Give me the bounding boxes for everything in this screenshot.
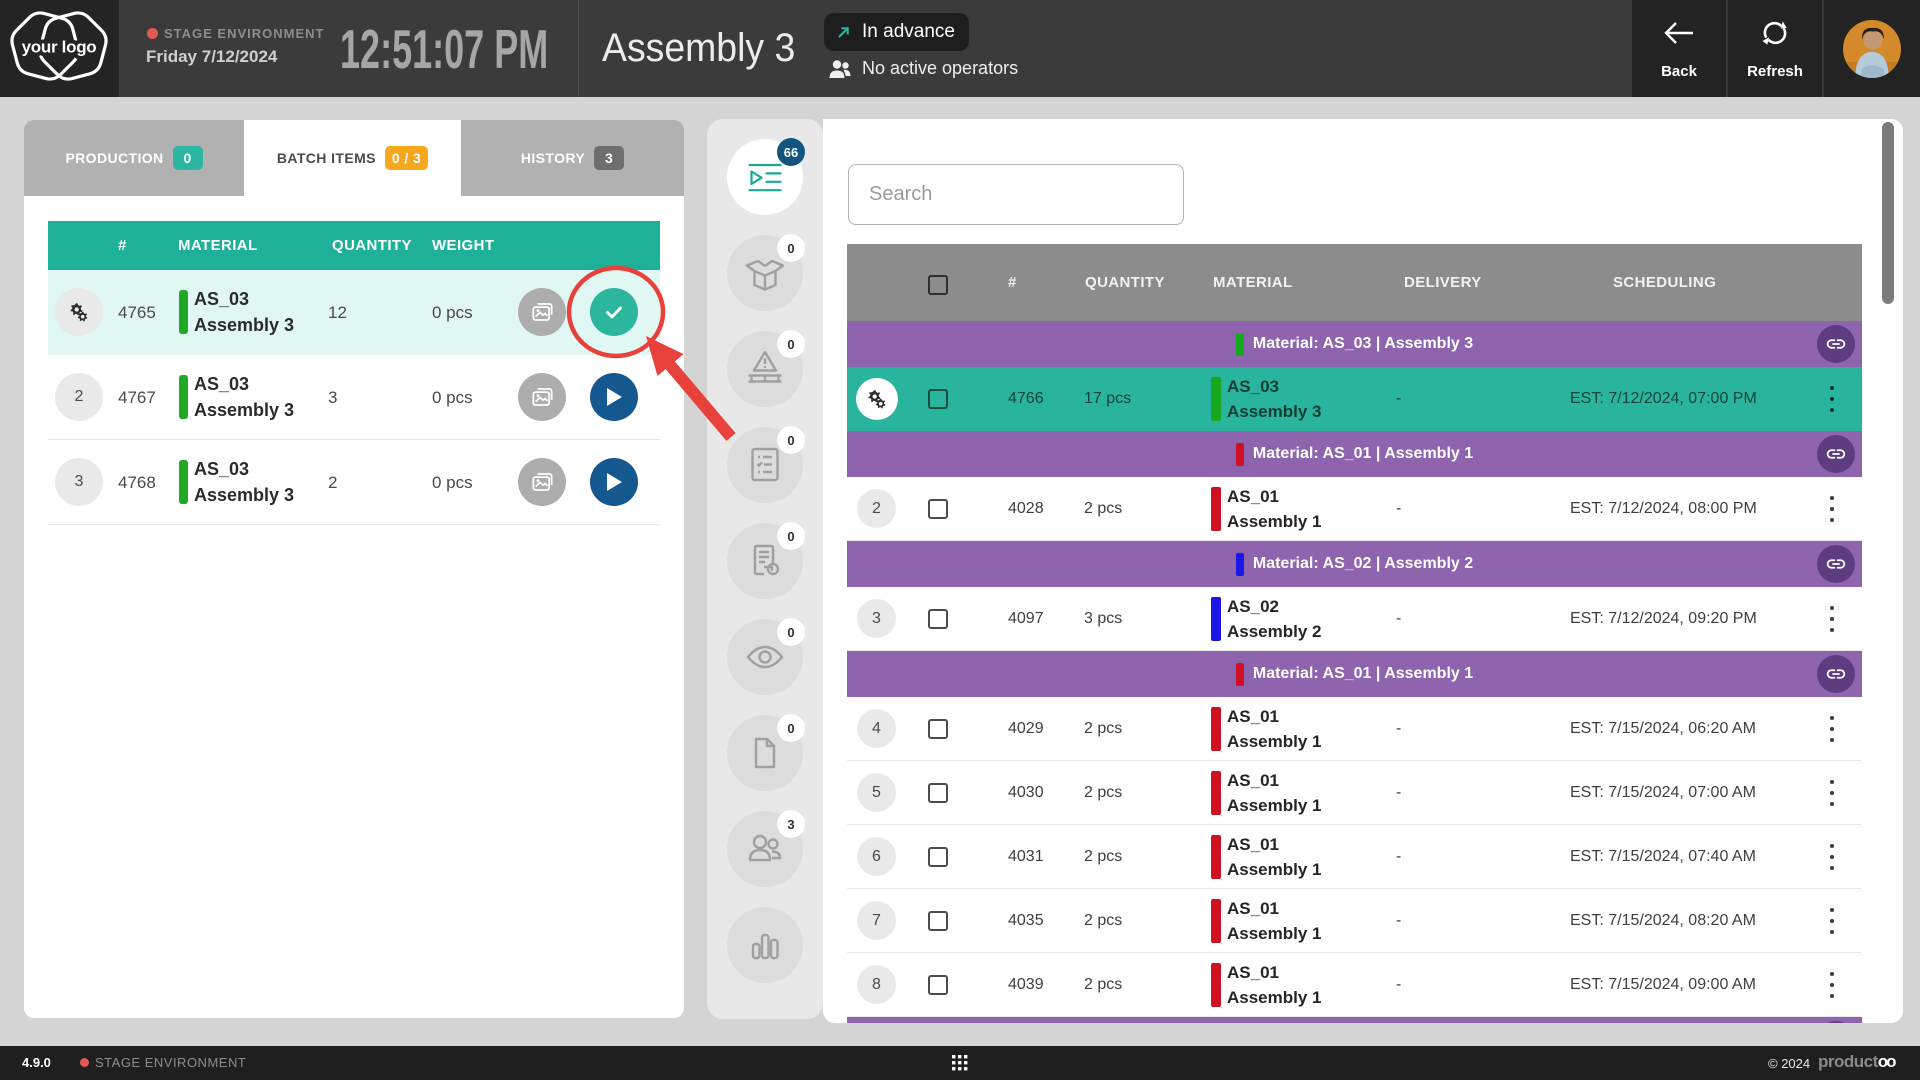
svg-text:your logo: your logo: [22, 38, 97, 57]
